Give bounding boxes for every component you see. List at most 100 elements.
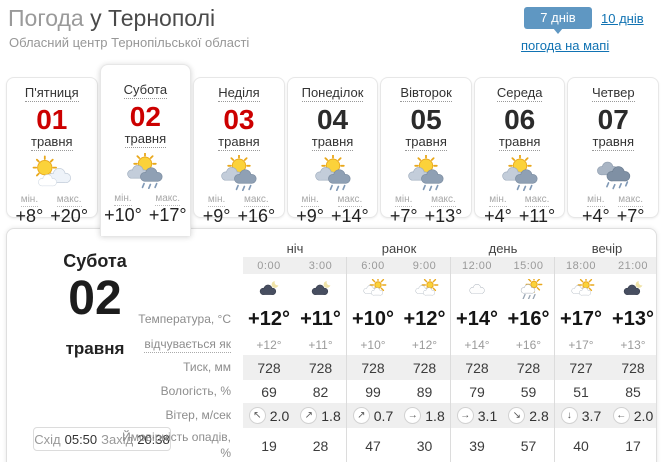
value-cell: 728: [243, 355, 295, 380]
card-month-link[interactable]: травня: [31, 133, 73, 151]
daypart-label: ранок: [381, 240, 417, 256]
day-card-04[interactable]: Понеділок 04 травня мін. +9° макс. +14°: [286, 77, 379, 226]
value-cell: 47: [365, 438, 381, 454]
day-card-02[interactable]: Субота 02 травня мін. +10° макс. +17°: [99, 64, 192, 236]
daypart-label: день: [488, 240, 518, 256]
value-cell: 28: [295, 428, 347, 462]
day-card-06[interactable]: Середа 06 травня мін. +4° макс. +11°: [473, 77, 566, 226]
selected-day-month: травня: [65, 339, 125, 358]
value-cell: 728: [295, 355, 347, 380]
min-label: мін.: [489, 193, 507, 207]
max-temp: +16°: [237, 205, 276, 226]
max-temp: +14°: [331, 205, 369, 226]
city-name: у Тернополі: [90, 5, 216, 31]
value-cell: +16°: [503, 335, 555, 355]
max-temp: +20°: [50, 205, 89, 226]
row-label-link[interactable]: відчувається як: [144, 337, 231, 354]
card-date: 07: [597, 103, 629, 135]
minmax: мін. +8° макс. +20°: [16, 194, 88, 227]
min-label: мін.: [587, 193, 605, 207]
max-label: макс.: [524, 193, 550, 207]
value-cell: +11°: [295, 335, 347, 355]
max-temp: +11°: [518, 205, 556, 226]
sunrise-label: Схід: [34, 431, 61, 447]
day-name-link[interactable]: Неділя: [218, 85, 260, 102]
min-temp: +9°: [202, 205, 231, 226]
max-label: макс.: [618, 193, 643, 207]
sun-clouds-icon: [555, 274, 607, 304]
rain-icon: [586, 155, 640, 191]
day-cards: П'ятниця 01 травня мін. +8° макс. +20° Субота 02…: [6, 64, 660, 236]
hourly-table: ніч ранок день вечір 0:00 3:00 6:00 9:00 12:00 15…: [119, 239, 656, 462]
page-title: Погода у Тернополі: [8, 5, 215, 32]
card-date: 06: [504, 103, 536, 135]
max-label: макс.: [155, 192, 181, 206]
min-temp: +10°: [104, 204, 142, 225]
day-detail-panel: Субота 02 травня Схід 05:50 Захід 20:38 …: [6, 228, 657, 462]
time-label: 12:00: [451, 257, 503, 274]
value-cell: 69: [261, 383, 277, 400]
night-cloud-icon: [295, 274, 347, 304]
row-label: Вітер, м/сек: [165, 407, 231, 422]
value-cell: +11°: [295, 304, 347, 335]
value-cell: +10°: [360, 338, 386, 352]
sun-rain-icon: [399, 154, 453, 191]
selected-day-name: Субота: [63, 251, 127, 271]
minmax: мін. +10° макс. +17°: [104, 193, 186, 226]
value-cell: 89: [399, 380, 451, 403]
forecast-10-days-link[interactable]: 10 днів: [601, 11, 644, 26]
card-date: 01: [36, 103, 68, 135]
sun-rain-icon: [493, 154, 547, 191]
daypart-label: ніч: [286, 240, 304, 256]
card-date: 05: [410, 103, 442, 135]
page-subtitle: Обласний центр Тернопільської області: [9, 35, 250, 50]
min-label: мін.: [20, 193, 39, 207]
time-label: 18:00: [555, 257, 607, 274]
forecast-7-days-button[interactable]: 7 днів: [524, 7, 592, 34]
daypart-label: вечір: [591, 240, 623, 256]
day-card-07[interactable]: Четвер 07 травня мін. +4° макс. +7°: [567, 77, 660, 226]
sun-rain-icon: [118, 152, 172, 190]
value-cell: +10°: [352, 308, 394, 330]
value-cell: 99: [365, 383, 381, 400]
card-month-link[interactable]: травня: [592, 133, 635, 151]
card-month-link[interactable]: травня: [498, 133, 541, 151]
sun-clouds-icon: [399, 274, 451, 304]
day-name-link[interactable]: П'ятниця: [24, 85, 79, 102]
card-month-link[interactable]: травня: [124, 130, 167, 148]
card-month-link[interactable]: травня: [405, 133, 447, 151]
day-name-link[interactable]: Вівторок: [400, 85, 452, 102]
max-label: макс.: [431, 193, 456, 207]
row-label: Тиск, мм: [183, 359, 231, 374]
day-name-link[interactable]: Четвер: [591, 85, 635, 102]
value-cell: 728: [451, 355, 503, 380]
row-label: Температура, °C: [138, 311, 231, 326]
max-label: макс.: [56, 193, 82, 207]
day-name-link[interactable]: Субота: [123, 82, 168, 99]
wind-speed: 2.0: [269, 407, 290, 424]
day-card-03[interactable]: Неділя 03 травня мін. +9° макс. +16°: [193, 77, 285, 226]
night-cloud-icon: [607, 274, 656, 304]
day-name-link[interactable]: Середа: [496, 85, 543, 102]
day-name-link[interactable]: Понеділок: [301, 85, 364, 102]
value-cell: 727: [555, 355, 607, 380]
wind-cell: ↖ 2.0: [243, 403, 295, 428]
value-cell: 59: [503, 380, 555, 403]
card-month-link[interactable]: травня: [311, 133, 354, 151]
sun-rain-icon: [306, 154, 360, 191]
weather-map-link[interactable]: погода на мапі: [521, 38, 610, 53]
value-cell: 39: [469, 438, 485, 454]
minmax: мін. +7° макс. +13°: [390, 194, 462, 227]
value-cell: +16°: [503, 304, 555, 335]
max-temp: +13°: [424, 205, 463, 226]
wind-cell: ↗ 0.7: [347, 403, 399, 428]
card-month-link[interactable]: травня: [218, 133, 260, 151]
value-cell: 17: [625, 438, 641, 454]
time-label: 3:00: [295, 257, 347, 274]
min-label: мін.: [395, 193, 413, 207]
day-card-01[interactable]: П'ятниця 01 травня мін. +8° макс. +20°: [6, 77, 98, 226]
wind-speed: 2.8: [529, 407, 549, 424]
time-label: 21:00: [607, 257, 656, 274]
wind-cell: ← 2.0: [607, 403, 656, 428]
day-card-05[interactable]: Вівторок 05 травня мін. +7° макс. +13°: [380, 77, 472, 226]
